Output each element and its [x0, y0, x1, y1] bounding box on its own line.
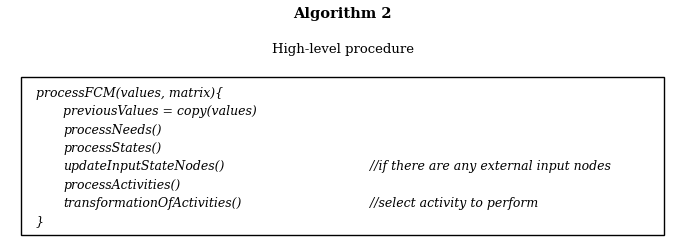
- Text: processActivities(): processActivities(): [63, 179, 180, 192]
- Text: previousValues = copy(values): previousValues = copy(values): [63, 105, 257, 119]
- Text: //if there are any external input nodes: //if there are any external input nodes: [370, 161, 611, 174]
- Text: High-level procedure: High-level procedure: [271, 43, 414, 56]
- Text: }: }: [36, 216, 44, 228]
- Text: processNeeds(): processNeeds(): [63, 124, 162, 137]
- Text: processFCM(values, matrix){: processFCM(values, matrix){: [36, 87, 223, 100]
- Text: updateInputStateNodes(): updateInputStateNodes(): [63, 161, 225, 174]
- Text: processStates(): processStates(): [63, 142, 161, 155]
- Text: Algorithm 2: Algorithm 2: [293, 7, 392, 21]
- FancyBboxPatch shape: [21, 77, 664, 235]
- Text: //select activity to perform: //select activity to perform: [370, 197, 538, 210]
- Text: transformationOfActivities(): transformationOfActivities(): [63, 197, 241, 210]
